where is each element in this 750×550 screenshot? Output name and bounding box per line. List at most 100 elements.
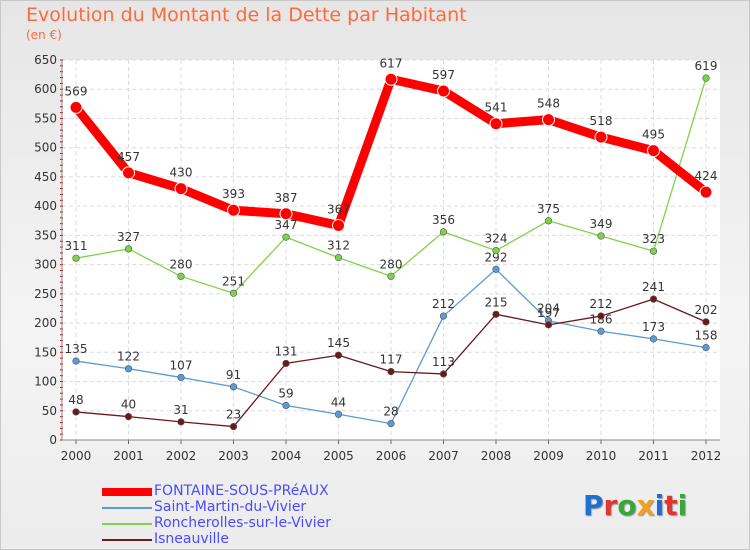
data-point [597, 312, 605, 320]
data-point [334, 410, 343, 418]
data-label: 173 [642, 320, 665, 334]
x-tick-label: 2012 [691, 449, 722, 463]
data-label: 518 [590, 114, 613, 128]
data-label: 430 [170, 166, 193, 180]
x-tick-label: 2011 [638, 449, 669, 463]
data-label: 31 [173, 403, 188, 417]
x-tick-label: 2005 [323, 449, 354, 463]
data-label: 323 [642, 232, 665, 246]
data-point [387, 272, 395, 280]
legend-swatch [102, 523, 152, 525]
y-tick-label: 550 [34, 111, 57, 125]
data-point [437, 84, 450, 98]
legend-swatch [102, 488, 152, 496]
data-point [702, 74, 710, 82]
data-point [647, 144, 660, 158]
data-point [439, 228, 448, 236]
data-label: 59 [278, 387, 293, 401]
y-tick-label: 400 [34, 199, 57, 213]
data-label: 569 [65, 84, 88, 98]
data-point [177, 272, 185, 280]
data-point [69, 100, 83, 114]
data-point [544, 321, 553, 329]
data-label: 349 [590, 217, 613, 231]
data-point [439, 370, 448, 378]
legend-label: FONTAINE-SOUS-PRéAUX [154, 483, 329, 499]
data-point [229, 383, 238, 391]
data-point [387, 368, 395, 376]
data-label: 548 [537, 97, 560, 111]
data-point [72, 254, 80, 262]
data-point [229, 422, 238, 431]
data-point [334, 254, 343, 262]
y-tick-label: 500 [34, 141, 57, 155]
data-label: 280 [170, 257, 193, 271]
data-label: 619 [695, 59, 718, 73]
data-label: 117 [380, 353, 403, 367]
data-label: 215 [485, 295, 508, 309]
legend-label: Isneauville [154, 531, 229, 547]
y-tick-label: 0 [49, 433, 57, 447]
data-point [492, 265, 500, 273]
data-label: 393 [222, 187, 245, 201]
data-label: 292 [485, 250, 508, 264]
data-point [649, 335, 658, 343]
proxiti-logo: Proxiti [583, 489, 687, 522]
chart-subtitle: (en €) [26, 28, 62, 42]
data-point [649, 295, 658, 303]
logo-letter: i [677, 489, 688, 522]
data-point [282, 233, 290, 241]
line-chart: 0 50 100 150 200 250 300 350 400 450 500 550 600 650 2… [34, 53, 722, 463]
data-label: 131 [275, 344, 298, 358]
data-label: 135 [65, 342, 88, 356]
data-label: 202 [695, 303, 718, 317]
x-tick-label: 2003 [218, 449, 249, 463]
data-point [594, 130, 608, 144]
data-label: 375 [537, 202, 560, 216]
data-label: 145 [327, 336, 350, 350]
data-point [124, 245, 133, 253]
data-point [439, 312, 448, 320]
data-point [649, 247, 658, 255]
data-point [174, 182, 188, 196]
data-point [699, 185, 713, 199]
y-tick-label: 100 [34, 375, 57, 389]
logo-letter: t [664, 489, 678, 522]
data-label: 48 [68, 393, 83, 407]
data-point [542, 113, 555, 127]
y-tick-label: 300 [34, 258, 57, 272]
logo-letter: o [617, 489, 637, 522]
chart-title: Evolution du Montant de la Dette par Hab… [26, 4, 467, 26]
data-point [702, 344, 710, 352]
data-label: 91 [226, 368, 241, 382]
y-tick-label: 600 [34, 82, 57, 96]
data-point [282, 401, 290, 410]
y-tick-label: 150 [34, 345, 57, 359]
data-point [282, 359, 290, 368]
data-point [384, 72, 398, 86]
legend-label: Saint-Martin-du-Vivier [154, 499, 307, 515]
data-label: 122 [117, 350, 140, 364]
data-label: 40 [121, 398, 136, 412]
data-label: 617 [380, 56, 403, 70]
y-tick-label: 50 [42, 404, 57, 418]
x-tick-label: 2002 [166, 449, 197, 463]
data-point [122, 166, 135, 180]
x-tick-label: 2009 [533, 449, 564, 463]
data-label: 347 [275, 218, 298, 232]
logo-letter: i [654, 489, 665, 522]
data-point [492, 310, 500, 318]
data-label: 212 [590, 297, 613, 311]
data-point [227, 203, 240, 217]
logo-letter: r [603, 489, 618, 522]
x-tick-label: 2000 [61, 449, 92, 463]
x-tick-label: 2004 [271, 449, 302, 463]
data-label: 311 [65, 239, 88, 253]
data-point [229, 289, 238, 297]
data-label: 356 [432, 213, 455, 227]
data-label: 251 [222, 274, 245, 288]
legend-swatch [102, 507, 152, 509]
data-label: 158 [695, 329, 718, 343]
data-point [702, 318, 710, 326]
data-label: 597 [432, 68, 455, 82]
